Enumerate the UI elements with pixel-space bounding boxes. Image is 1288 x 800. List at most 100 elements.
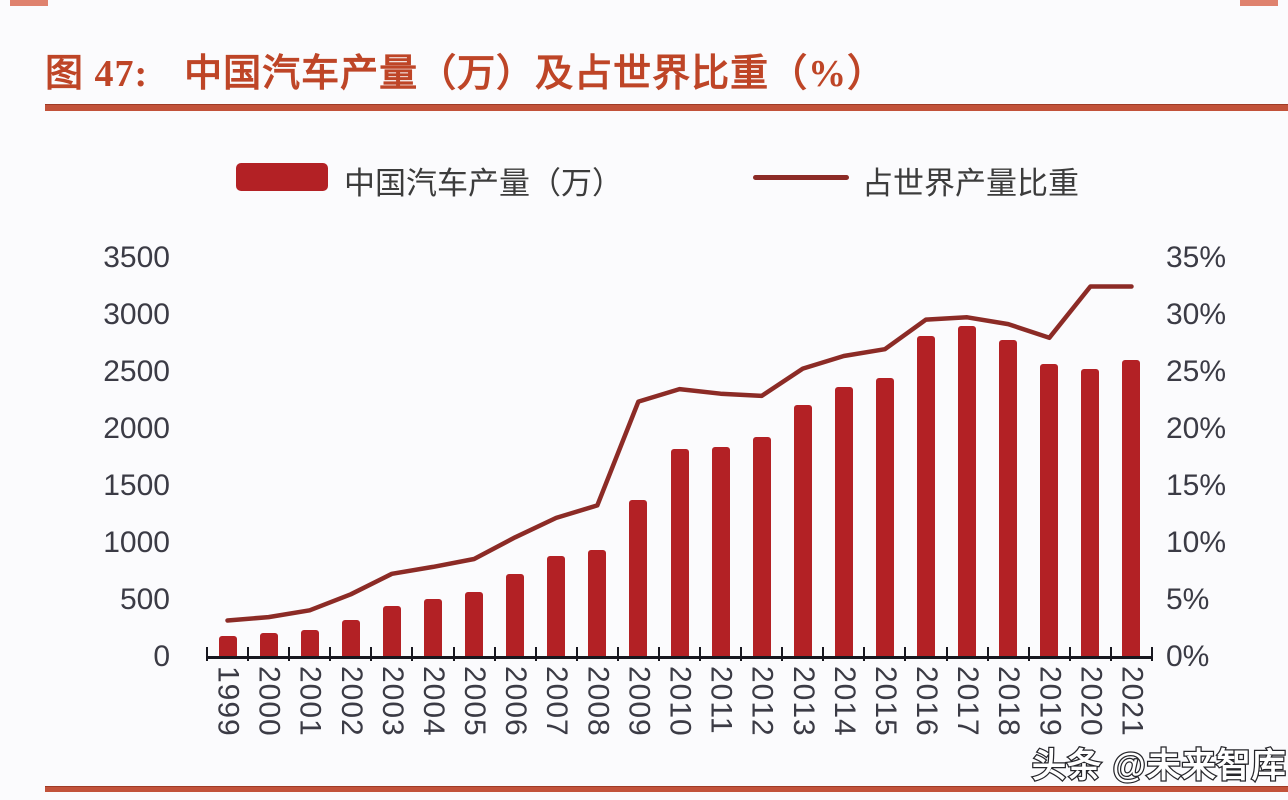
bar-2008 <box>588 550 607 657</box>
x-axis-label-2012: 2012 <box>745 666 779 737</box>
x-axis-tick <box>493 647 496 661</box>
x-axis-tick <box>945 647 948 661</box>
bar-2018 <box>999 339 1018 657</box>
x-axis-label-2006: 2006 <box>499 666 533 737</box>
figure-title-text: 中国汽车产量（万）及占世界比重（%） <box>184 53 887 95</box>
x-axis-tick <box>740 647 743 661</box>
x-axis-label-2001: 2001 <box>293 666 327 737</box>
bar-2012 <box>752 437 771 657</box>
bar-2013 <box>793 404 812 657</box>
x-axis-label-2010: 2010 <box>663 666 697 737</box>
left-axis-tick-label: 2500 <box>103 355 170 388</box>
chart-legend: 中国汽车产量（万） 占世界产量比重 <box>0 158 1288 201</box>
bar-2011 <box>711 447 730 657</box>
x-axis-tick <box>904 647 907 661</box>
x-axis-tick <box>370 647 373 661</box>
left-axis-tick-label: 500 <box>119 583 170 616</box>
x-axis-label-2005: 2005 <box>458 666 492 737</box>
bar-2015 <box>875 377 894 657</box>
x-axis-tick <box>863 647 866 661</box>
x-axis-tick <box>288 647 291 661</box>
figure-number: 图 47: <box>45 53 149 95</box>
x-axis-label-2021: 2021 <box>1115 666 1149 737</box>
right-axis-tick-label: 0% <box>1166 640 1210 673</box>
x-axis-label-2011: 2011 <box>704 666 738 735</box>
x-axis-tick <box>1109 647 1112 661</box>
bar-2001 <box>300 630 319 657</box>
x-axis-tick <box>575 647 578 661</box>
x-axis-tick <box>657 647 660 661</box>
x-axis-tick <box>781 647 784 661</box>
left-axis-tick-label: 3500 <box>103 241 170 274</box>
x-axis-tick <box>1027 647 1030 661</box>
x-axis-tick <box>411 647 414 661</box>
x-axis-line <box>207 656 1152 659</box>
bar-2002 <box>341 619 360 657</box>
x-axis-tick <box>986 647 989 661</box>
x-axis-label-2009: 2009 <box>622 666 656 737</box>
x-axis-tick <box>1068 647 1071 661</box>
bar-2006 <box>506 574 525 657</box>
x-axis-tick <box>452 647 455 661</box>
x-axis-label-2013: 2013 <box>786 666 820 737</box>
legend-bar-label: 中国汽车产量（万） <box>344 166 623 201</box>
bar-2017 <box>958 326 977 657</box>
x-axis-label-2007: 2007 <box>540 666 574 737</box>
left-axis-tick-label: 1500 <box>103 469 170 502</box>
right-axis-tick-label: 15% <box>1166 469 1227 502</box>
bar-2016 <box>917 336 936 657</box>
bar-2003 <box>382 606 401 657</box>
right-axis-tick-label: 20% <box>1166 412 1227 445</box>
bar-1999 <box>218 636 237 657</box>
x-axis-label-2015: 2015 <box>868 666 902 737</box>
x-axis-tick <box>616 647 619 661</box>
x-axis-label-2016: 2016 <box>910 666 944 737</box>
bar-2005 <box>465 591 484 657</box>
left-axis-tick-label: 2000 <box>103 412 170 445</box>
right-axis-tick-label: 35% <box>1166 241 1227 274</box>
x-axis-label-2002: 2002 <box>334 666 368 737</box>
right-axis-tick-label: 30% <box>1166 298 1227 331</box>
bar-2014 <box>834 386 853 657</box>
x-axis-label-2000: 2000 <box>252 666 286 737</box>
x-axis-label-2003: 2003 <box>375 666 409 737</box>
right-axis-tick-label: 10% <box>1166 526 1227 559</box>
watermark: 头条 @未来智库 <box>1031 746 1287 787</box>
bar-2004 <box>423 599 442 657</box>
x-axis-label-2020: 2020 <box>1074 666 1108 737</box>
x-axis-tick <box>699 647 702 661</box>
top-left-red-dash <box>10 0 48 6</box>
legend-line-label: 占世界产量比重 <box>862 166 1079 201</box>
bar-2009 <box>629 499 648 657</box>
x-axis-label-2017: 2017 <box>951 666 985 737</box>
bar-2010 <box>670 448 689 657</box>
footer-divider-rule <box>45 786 1288 792</box>
x-axis-label-1999: 1999 <box>211 666 245 737</box>
left-axis-tick-label: 1000 <box>103 526 170 559</box>
x-axis-label-2008: 2008 <box>581 666 615 737</box>
bar-2019 <box>1040 363 1059 657</box>
bar-2007 <box>547 555 566 657</box>
x-axis-tick <box>206 647 208 661</box>
page-title: 图 47: 中国汽车产量（万）及占世界比重（%） <box>45 42 886 97</box>
bar-2021 <box>1122 359 1141 657</box>
x-axis-label-2014: 2014 <box>827 666 861 737</box>
bar-2020 <box>1081 369 1100 657</box>
x-axis-tick <box>534 647 537 661</box>
right-axis-tick-label: 5% <box>1166 583 1210 616</box>
x-axis-tick <box>329 647 332 661</box>
top-right-red-dash <box>1240 0 1278 6</box>
right-axis-tick-label: 25% <box>1166 355 1227 388</box>
title-divider-rule <box>45 104 1288 111</box>
legend-bar-swatch <box>236 163 328 191</box>
legend-line-swatch <box>753 175 849 180</box>
x-axis-label-2018: 2018 <box>992 666 1026 737</box>
x-axis-tick <box>1151 647 1153 661</box>
left-axis-tick-label: 3000 <box>103 298 170 331</box>
x-axis-tick <box>247 647 250 661</box>
bar-2000 <box>259 633 278 657</box>
x-axis-label-2019: 2019 <box>1033 666 1067 737</box>
x-axis-label-2004: 2004 <box>416 666 450 737</box>
left-axis-tick-label: 0 <box>153 640 170 673</box>
